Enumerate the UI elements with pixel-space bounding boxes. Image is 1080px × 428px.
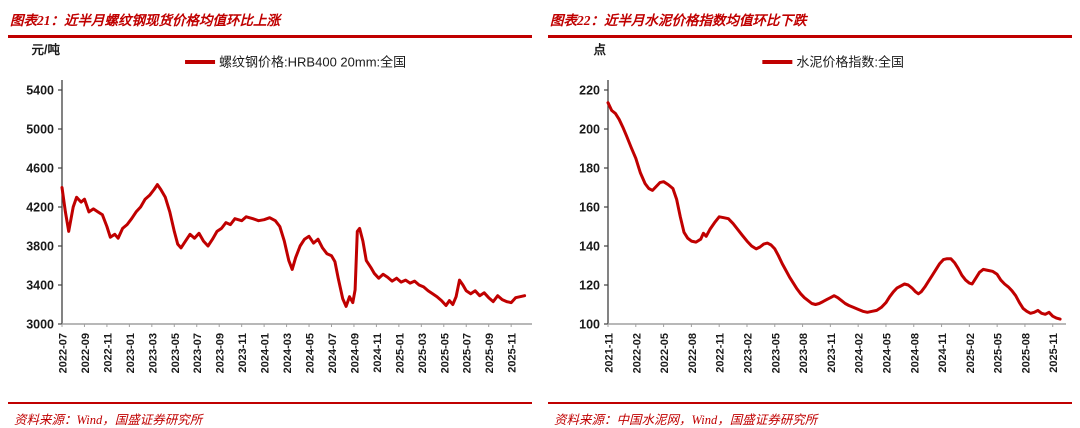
y-tick-label: 100 xyxy=(579,318,600,332)
x-tick-label: 2025-05 xyxy=(439,333,451,373)
x-tick-label: 2025-03 xyxy=(417,333,429,373)
y-tick-label: 140 xyxy=(579,240,600,254)
x-tick-label: 2022-11 xyxy=(102,333,114,373)
x-tick-label: 2022-07 xyxy=(58,333,70,373)
figure-21-title: 图表21：近半月螺纹钢现货价格均值环比上涨 xyxy=(8,6,532,38)
y-tick-label: 3800 xyxy=(26,240,54,254)
x-tick-label: 2024-08 xyxy=(909,333,921,373)
figure-21-source: 资料来源：Wind，国盛证券研究所 xyxy=(8,402,532,428)
x-tick-label: 2024-03 xyxy=(282,333,294,373)
x-tick-label: 2025-11 xyxy=(507,333,519,373)
x-tick-label: 2022-08 xyxy=(687,333,699,373)
y-tick-label: 3000 xyxy=(26,318,54,332)
figure-21-chart: 元/吨螺纹钢价格:HRB400 20mm:全国 3000 3400 3800 4200 4… xyxy=(8,38,532,402)
x-tick-label: 2024-01 xyxy=(260,333,272,373)
y-tick-label: 180 xyxy=(579,162,600,176)
y-tick-label: 5000 xyxy=(26,123,54,137)
y-tick-label: 120 xyxy=(579,279,600,293)
x-tick-label: 2022-11 xyxy=(715,333,727,373)
price-series-line xyxy=(60,183,527,308)
figure-21-panel: 图表21：近半月螺纹钢现货价格均值环比上涨 元/吨螺纹钢价格:HRB400 20… xyxy=(8,6,532,428)
x-tick-label: 2024-07 xyxy=(327,333,339,373)
x-tick-label: 2025-11 xyxy=(1048,333,1060,373)
y-tick-label: 3400 xyxy=(26,279,54,293)
x-tick-label: 2023-07 xyxy=(192,333,204,373)
y-axis-unit-label: 点 xyxy=(593,42,606,57)
x-tick-label: 2024-05 xyxy=(305,333,317,373)
price-series-line xyxy=(606,101,1062,321)
x-tick-label: 2023-09 xyxy=(215,333,227,373)
x-tick-label: 2023-11 xyxy=(237,333,249,373)
x-tick-label: 2025-09 xyxy=(484,333,496,373)
x-tick-label: 2023-08 xyxy=(798,333,810,373)
x-tick-label: 2022-09 xyxy=(80,333,92,373)
legend-label: 螺纹钢价格:HRB400 20mm:全国 xyxy=(219,55,406,70)
y-tick-label: 4200 xyxy=(26,201,54,215)
x-tick-label: 2024-11 xyxy=(937,333,949,373)
x-tick-label: 2023-05 xyxy=(770,333,782,373)
y-tick-label: 5400 xyxy=(26,84,54,98)
x-tick-label: 2023-05 xyxy=(170,333,182,373)
x-tick-label: 2022-05 xyxy=(659,333,671,373)
x-tick-label: 2023-11 xyxy=(826,333,838,373)
legend-label: 水泥价格指数:全国 xyxy=(796,55,904,70)
x-tick-label: 2022-02 xyxy=(631,333,643,373)
figure-22-chart: 点水泥价格指数:全国 100 120 140 160 180 200 220 2021-11 20… xyxy=(548,38,1072,402)
y-tick-label: 4600 xyxy=(26,162,54,176)
y-tick-label: 160 xyxy=(579,201,600,215)
x-tick-label: 2023-01 xyxy=(125,333,137,373)
x-tick-label: 2021-11 xyxy=(604,333,616,373)
x-tick-label: 2024-11 xyxy=(372,333,384,373)
y-tick-label: 220 xyxy=(579,84,600,98)
x-tick-label: 2024-09 xyxy=(349,333,361,373)
x-tick-label: 2024-02 xyxy=(854,333,866,373)
figure-22-source: 资料来源：中国水泥网，Wind，国盛证券研究所 xyxy=(548,402,1072,428)
x-tick-label: 2025-01 xyxy=(394,333,406,373)
figure-22-title: 图表22：近半月水泥价格指数均值环比下跌 xyxy=(548,6,1072,38)
x-tick-label: 2025-08 xyxy=(1020,333,1032,373)
figure-22-panel: 图表22：近半月水泥价格指数均值环比下跌 点水泥价格指数:全国 100 120 140… xyxy=(540,0,1080,428)
x-tick-label: 2023-03 xyxy=(147,333,159,373)
x-tick-label: 2023-02 xyxy=(742,333,754,373)
x-tick-label: 2025-02 xyxy=(965,333,977,373)
x-tick-label: 2025-07 xyxy=(462,333,474,373)
x-tick-label: 2025-05 xyxy=(993,333,1005,373)
x-tick-label: 2024-05 xyxy=(881,333,893,373)
y-tick-label: 200 xyxy=(579,123,600,137)
y-axis-unit-label: 元/吨 xyxy=(32,42,61,57)
